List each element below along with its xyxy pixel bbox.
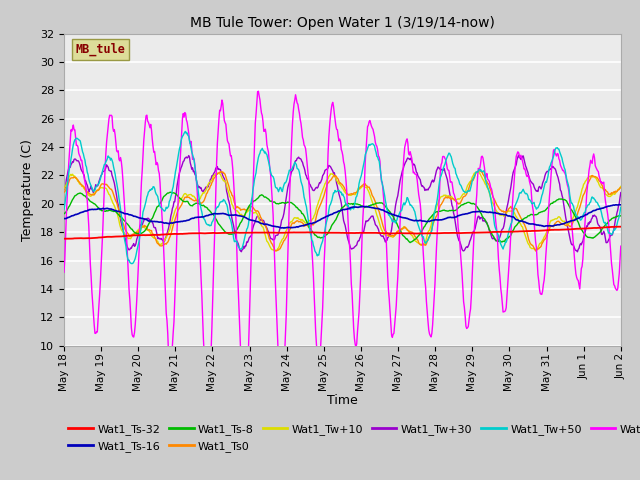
Title: MB Tule Tower: Open Water 1 (3/19/14-now): MB Tule Tower: Open Water 1 (3/19/14-now… xyxy=(190,16,495,30)
Legend: Wat1_Ts-32, Wat1_Ts-16, Wat1_Ts-8, Wat1_Ts0, Wat1_Tw+10, Wat1_Tw+30, Wat1_Tw+50,: Wat1_Ts-32, Wat1_Ts-16, Wat1_Ts-8, Wat1_… xyxy=(64,420,640,456)
Y-axis label: Temperature (C): Temperature (C) xyxy=(22,139,35,240)
Text: MB_tule: MB_tule xyxy=(75,43,125,56)
X-axis label: Time: Time xyxy=(327,394,358,407)
